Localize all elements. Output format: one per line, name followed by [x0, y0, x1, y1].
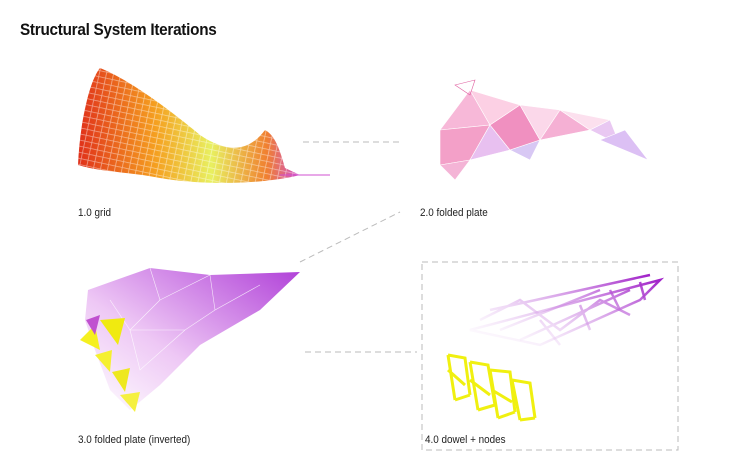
grid-render [78, 68, 300, 183]
folded-plate-render [439, 79, 649, 181]
panel-label: 3.0 folded plate (inverted) [78, 434, 191, 446]
connector [299, 141, 679, 451]
page-title: Structural System Iterations [20, 20, 217, 39]
dowel-render [469, 273, 665, 347]
panel-label: 1.0 grid [78, 207, 112, 219]
panel-label: 4.0 dowel + nodes [425, 434, 506, 446]
inverted-plate-render [80, 267, 300, 412]
panel-label: 2.0 folded plate [420, 207, 488, 219]
nodes-render [446, 353, 537, 422]
